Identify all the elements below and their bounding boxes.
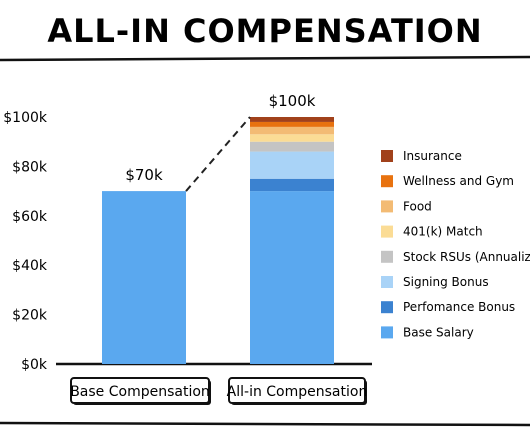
y-axis: $0k $20k $40k $60k $80k $100k [3,110,48,373]
legend-label: Perfomance Bonus [403,300,515,314]
y-tick-label: $40k [12,258,48,274]
x-axis: Base Compensation All-in Compensation [70,377,368,405]
bar-segment [250,151,334,179]
bar-segment [250,178,334,192]
legend-label: Signing Bonus [403,275,489,289]
legend: Insurance Wellness and Gym Food 401(k) Matc… [381,149,530,339]
legend-swatch [381,301,393,314]
legend-label: Base Salary [403,325,474,339]
bar-segment [250,191,334,364]
legend-swatch [381,175,393,188]
bars [102,117,334,364]
legend-label: Stock RSUs (Annualized) [403,250,530,264]
bar-labels: $70k $100k [125,92,316,192]
legend-swatch [381,225,393,238]
legend-label: Wellness and Gym [403,174,514,188]
category-label: All-in Compensation [227,384,368,400]
legend-label: 401(k) Match [403,225,483,239]
bar-segment [250,141,334,152]
category-box [228,377,366,404]
bar-segment [250,117,334,122]
bar-segment [250,121,334,127]
legend-swatch [381,200,393,213]
legend-swatch [381,250,393,263]
dashed-connector [185,116,251,192]
bar-segment [102,191,186,364]
bar-segment [250,134,334,142]
y-tick-label: $0k [21,357,48,373]
legend-swatch [381,276,393,288]
category-label: Base Compensation [70,384,210,400]
legend-swatch [381,326,393,339]
y-tick-label: $60k [12,209,48,225]
bottom-rule [0,421,530,427]
y-tick-label: $20k [12,308,48,324]
bar-value-label: $100k [269,92,316,110]
chart-title: ALL-IN COMPENSATION [47,12,482,50]
legend-label: Food [403,199,432,213]
legend-swatch [381,150,393,162]
y-tick-label: $80k [12,159,48,175]
legend-label: Insurance [403,149,462,163]
y-tick-label: $100k [3,110,48,126]
top-rule [0,55,530,62]
bar-segment [250,126,334,135]
category-box [70,377,210,404]
bar-value-label: $70k [125,166,163,184]
